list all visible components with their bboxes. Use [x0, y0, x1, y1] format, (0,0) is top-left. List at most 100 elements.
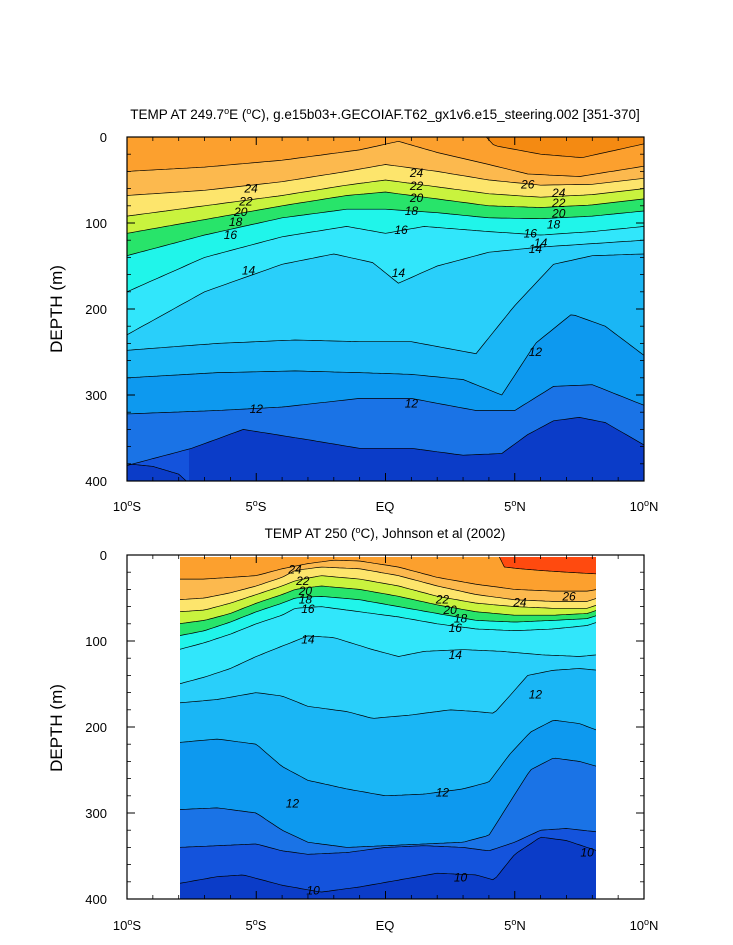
y-tick-labels: 0 100 200 300 400	[85, 548, 107, 907]
contour-label: 16	[224, 228, 238, 242]
contour-label: 26	[561, 589, 576, 603]
contour-label: 24	[243, 182, 258, 196]
y-tick-label: 200	[85, 302, 107, 317]
axis-ticks	[126, 136, 645, 482]
isotherm-line	[127, 164, 644, 196]
panel-model: TEMP AT 249.7oE (oC), g.e15b03+.GECOIAF.…	[47, 106, 658, 514]
contour-label: 20	[298, 584, 313, 598]
contour-label: 22	[551, 196, 566, 210]
isotherm-lines	[127, 137, 644, 481]
x-tick-label: EQ	[376, 918, 395, 933]
contour-label: 24	[551, 186, 566, 200]
y-axis-label: DEPTH (m)	[47, 684, 66, 772]
x-tick-label: 10oS	[113, 917, 141, 933]
contour-label: 10	[306, 883, 320, 897]
isotherm-line	[485, 137, 644, 158]
isotherm-line	[127, 208, 644, 257]
contour-label: 10	[580, 846, 594, 860]
contour-label: 12	[286, 797, 300, 811]
contour-label: 18	[229, 215, 243, 229]
contour-label: 26	[520, 177, 535, 191]
contour-label: 14	[242, 263, 256, 277]
y-tick-label: 300	[85, 388, 107, 403]
contour-label: 12	[436, 785, 450, 799]
panel-title: TEMP AT 249.7oE (oC), g.e15b03+.GECOIAF.…	[130, 106, 640, 122]
isotherm-line	[180, 596, 596, 636]
isotherm-line	[180, 585, 596, 624]
isotherm-line	[180, 575, 596, 613]
y-tick-label: 400	[85, 474, 107, 489]
contour-label: 22	[295, 574, 310, 588]
isotherm-line	[180, 566, 596, 602]
contour-label: 14	[449, 648, 463, 662]
panel-observations: TEMP AT 250 (oC), Johnson et al (2002) 2…	[47, 525, 658, 933]
y-tick-label: 400	[85, 892, 107, 907]
contour-label: 18	[547, 218, 561, 232]
x-tick-label: 10oN	[630, 498, 659, 514]
contour-label: 16	[524, 226, 538, 240]
isotherm-line	[498, 557, 596, 575]
temperature-bands	[180, 557, 596, 899]
temperature-band	[180, 557, 596, 592]
contour-label: 14	[301, 632, 315, 646]
contour-label: 22	[409, 179, 424, 193]
contour-label: 20	[442, 603, 457, 617]
isotherm-line	[180, 668, 596, 719]
isotherm-line	[127, 314, 644, 396]
y-tick-label: 0	[100, 130, 107, 145]
contour-label: 24	[409, 166, 424, 180]
isotherm-line	[180, 828, 596, 855]
contour-label: 18	[299, 593, 313, 607]
isotherm-line	[180, 836, 596, 893]
y-tick-labels: 0 100 200 300 400	[85, 130, 107, 489]
x-tick-labels: 10oS 5oS EQ 5oN 10oN	[113, 917, 659, 933]
isotherm-line	[180, 720, 596, 797]
y-tick-label: 0	[100, 548, 107, 563]
contour-labels: 24 22 20 18 16 14 22 20 18 16 14 24 26 1…	[286, 563, 594, 898]
contour-label: 24	[287, 563, 302, 577]
x-tick-label: 5oN	[504, 498, 526, 514]
isotherm-line	[127, 226, 644, 293]
contour-label: 12	[405, 397, 419, 411]
y-tick-label: 100	[85, 634, 107, 649]
isotherm-line	[127, 239, 644, 336]
y-axis-label: DEPTH (m)	[47, 265, 66, 353]
contour-label: 20	[551, 207, 566, 221]
contour-label: 14	[529, 242, 543, 256]
contour-label: 16	[301, 602, 315, 616]
isotherm-line	[180, 559, 596, 592]
x-tick-label: EQ	[376, 499, 395, 514]
isotherm-line	[127, 417, 644, 466]
x-tick-label: 10oS	[113, 498, 141, 514]
contour-label: 18	[454, 612, 468, 626]
isotherm-line	[180, 757, 596, 848]
x-tick-label: 5oS	[246, 917, 267, 933]
isotherm-line	[127, 179, 644, 217]
x-tick-labels: 10oS 5oS EQ 5oN 10oN	[113, 498, 659, 514]
isotherm-line	[180, 606, 596, 650]
temperature-band	[499, 557, 596, 574]
isotherm-line	[127, 253, 644, 355]
contour-label: 20	[409, 191, 424, 205]
contour-label: 10	[454, 871, 468, 885]
isotherm-line	[127, 384, 644, 415]
temperature-bands	[127, 137, 644, 481]
x-tick-label: 10oN	[630, 917, 659, 933]
isotherm-line	[127, 463, 187, 481]
contour-label: 12	[250, 402, 264, 416]
panel-title: TEMP AT 250 (oC), Johnson et al (2002)	[265, 525, 506, 541]
y-tick-label: 300	[85, 806, 107, 821]
contour-label: 18	[405, 204, 419, 218]
contour-label: 22	[238, 195, 253, 209]
y-tick-label: 100	[85, 216, 107, 231]
contour-label: 24	[512, 595, 527, 609]
contour-label: 14	[392, 266, 406, 280]
contour-label: 16	[449, 621, 463, 635]
contour-label: 14	[534, 236, 548, 250]
contour-labels: 24 22 20 18 16 14 12 24 22 20 18 16 14 1…	[224, 166, 566, 416]
contour-label: 20	[233, 205, 248, 219]
isotherm-lines	[180, 557, 596, 893]
contour-label: 12	[529, 687, 543, 701]
contour-label: 16	[394, 223, 408, 237]
